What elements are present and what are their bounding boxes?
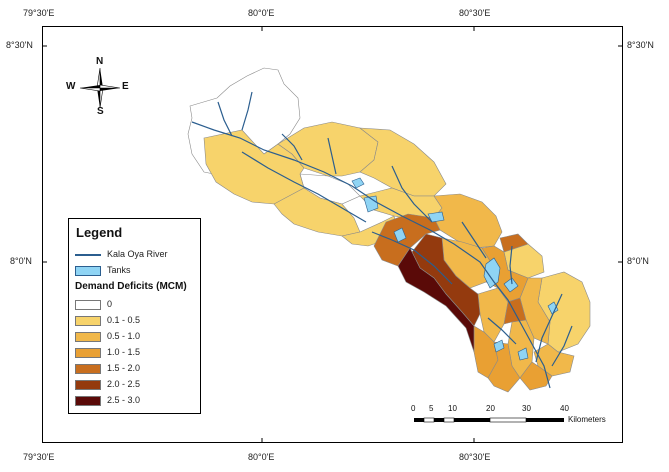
map-legend: Legend Kala Oya River Tanks Demand Defic… [68, 218, 201, 414]
deficit-class-label: 2.0 - 2.5 [107, 379, 141, 389]
scale-tick-40: 40 [560, 404, 569, 413]
deficit-class-label: 0 [107, 299, 113, 309]
deficit-class-label: 0.1 - 0.5 [107, 315, 141, 325]
lon-label-top-3: 80°30'E [459, 8, 491, 18]
subbasin-m3 [487, 341, 521, 393]
tank-8 [493, 339, 505, 353]
tank-2 [363, 195, 379, 213]
basin-subcatchments [187, 67, 591, 393]
legend-item-river: Kala Oya River [75, 249, 168, 260]
deficit-swatch-icon [75, 395, 101, 406]
river-branch-1 [241, 91, 253, 131]
legend-tanks-label: Tanks [107, 265, 131, 275]
river-branch-9 [509, 245, 513, 285]
map-frame [42, 26, 623, 443]
tanks-layer [351, 177, 559, 361]
deficit-swatch-icon [75, 379, 101, 390]
river-main [191, 121, 551, 389]
deficit-swatch-icon [75, 363, 101, 374]
river-branch-8 [461, 221, 487, 259]
north-arrow: N S W E [66, 56, 129, 117]
lat-label-right-2: 8°0'N [627, 256, 649, 266]
compass-north-label: N [96, 56, 104, 67]
scale-bar: 0 5 10 20 30 40 Kilometers [410, 404, 610, 434]
tank-7 [547, 301, 559, 315]
river-line-icon [75, 250, 101, 260]
legend-item-tanks: Tanks [75, 265, 131, 276]
graticule-ticks [42, 26, 623, 443]
river-branch-7 [371, 231, 453, 285]
lon-label-bottom-3: 80°30'E [459, 452, 491, 462]
tank-1 [351, 177, 365, 189]
deficit-swatch-icon [75, 331, 101, 342]
scale-tick-10: 10 [448, 404, 457, 413]
scale-bar-graphic [414, 417, 564, 423]
legend-item-deficit-class: 1.0 - 1.5 [75, 347, 140, 358]
river-branch-11 [487, 317, 517, 345]
legend-item-deficit-class: 0.1 - 0.5 [75, 315, 140, 326]
river-branch-3 [281, 133, 303, 161]
lon-label-top-1: 79°30'E [23, 8, 55, 18]
lon-label-bottom-2: 80°0'E [248, 452, 275, 462]
compass-east-label: E [122, 81, 129, 92]
compass-west-label: W [66, 81, 76, 92]
subbasin-d3 [503, 297, 527, 325]
legend-item-deficit-class: 1.5 - 2.0 [75, 363, 140, 374]
compass-rose-icon [79, 67, 121, 109]
subbasin-max [397, 247, 475, 353]
legend-title: Legend [76, 225, 123, 240]
river-branch-4 [327, 137, 337, 175]
scale-tick-30: 30 [522, 404, 531, 413]
tank-6 [503, 277, 519, 293]
tank-5 [483, 257, 501, 289]
legend-item-deficit-class: 0.5 - 1.0 [75, 331, 140, 342]
legend-deficit-title: Demand Deficits (MCM) [75, 281, 187, 292]
tank-9 [517, 347, 529, 361]
compass-south-label: S [97, 106, 104, 117]
legend-river-label: Kala Oya River [107, 249, 168, 259]
lat-label-right-1: 8°30'N [627, 40, 654, 50]
deficit-class-label: 2.5 - 3.0 [107, 395, 141, 405]
deficit-swatch-icon [75, 347, 101, 358]
tank-3 [427, 211, 445, 223]
deficit-swatch-icon [75, 315, 101, 326]
subbasin-d2 [499, 233, 529, 253]
river-branch-2 [217, 101, 233, 137]
scale-unit-label: Kilometers [568, 415, 606, 424]
river-branch-5 [241, 151, 367, 223]
deficit-class-label: 1.5 - 2.0 [107, 363, 141, 373]
scale-tick-20: 20 [486, 404, 495, 413]
scale-tick-5: 5 [429, 404, 434, 413]
subbasin-y3 [359, 127, 447, 197]
legend-item-deficit-class: 0 [75, 299, 112, 310]
lat-label-left-2: 8°0'N [10, 256, 32, 266]
subbasin-m4 [519, 361, 553, 391]
lon-label-top-2: 80°0'E [248, 8, 275, 18]
legend-item-deficit-class: 2.0 - 2.5 [75, 379, 140, 390]
deficit-class-label: 1.0 - 1.5 [107, 347, 141, 357]
legend-item-deficit-class: 2.5 - 3.0 [75, 395, 140, 406]
map-canvas [42, 26, 623, 443]
tank-4 [393, 227, 407, 243]
river-branch-12 [551, 325, 573, 367]
river-branch-10 [535, 293, 563, 363]
lat-label-left-1: 8°30'N [6, 40, 33, 50]
scale-tick-0: 0 [411, 404, 416, 413]
lon-label-bottom-1: 79°30'E [23, 452, 55, 462]
river-branch-6 [391, 165, 433, 223]
kala-oya-river-network [191, 91, 573, 389]
tank-swatch-icon [75, 265, 101, 276]
deficit-swatch-icon [75, 299, 101, 310]
deficit-class-label: 0.5 - 1.0 [107, 331, 141, 341]
